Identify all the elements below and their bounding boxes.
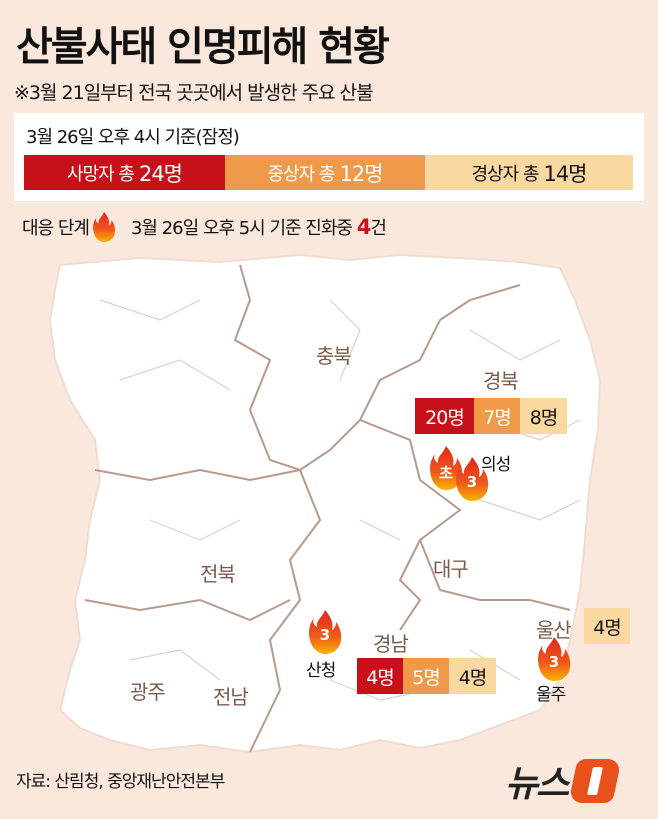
- flame-icon: [91, 212, 117, 242]
- minor-injury-bar: 경상자 총 14명: [425, 155, 633, 190]
- fire-place-label: 울주: [536, 685, 566, 705]
- region-label: 전북: [200, 562, 236, 586]
- subtitle: ※3월 21일부터 전국 곳곳에서 발생한 주요 산불: [14, 82, 374, 104]
- summary-basis: 3월 26일 오후 4시 기준(잠정): [26, 127, 240, 148]
- region-label: 대구: [433, 557, 469, 581]
- flame-icon: 3: [308, 610, 342, 654]
- minor-value: 14명: [543, 161, 587, 186]
- fire-place-label: 산청: [306, 661, 336, 681]
- status-text: 3월 26일 오후 5시 기준 진화중: [130, 218, 353, 239]
- fire-place-label: 의성: [481, 455, 511, 475]
- flame-icon: 초: [429, 446, 463, 490]
- summary-box: 3월 26일 오후 4시 기준(잠정) 사망자 총 24명 중상자 총 12명 경상…: [14, 113, 644, 201]
- deaths-value: 24명: [138, 161, 183, 186]
- region-label: 전남: [213, 685, 249, 709]
- gyeongbuk-serious-badge: 7명: [474, 398, 520, 434]
- fire-level: 3: [466, 473, 478, 491]
- fire-level: 3: [548, 653, 560, 671]
- gyeongbuk-minor-badge: 8명: [520, 398, 567, 434]
- ulsan-minor-badge: 4명: [584, 608, 630, 644]
- gyeongnam-deaths-badge: 4명: [357, 658, 403, 694]
- fire-level: 3: [319, 626, 331, 644]
- deaths-bar: 사망자 총 24명: [24, 155, 225, 190]
- flame-icon: 3: [455, 457, 489, 501]
- serious-label: 중상자 총: [267, 163, 335, 185]
- region-label: 경남: [373, 632, 409, 656]
- status-count: 4: [356, 215, 372, 239]
- fire-level: 초: [439, 464, 453, 482]
- minor-label: 경상자 총: [471, 163, 539, 185]
- status-label: 대응 단계: [22, 218, 90, 239]
- gyeongbuk-deaths-badge: 20명: [415, 398, 474, 434]
- flame-icon: 3: [537, 637, 571, 681]
- region-label: 광주: [130, 680, 166, 704]
- gyeongnam-serious-badge: 5명: [403, 658, 449, 694]
- serious-injury-bar: 중상자 총 12명: [225, 155, 425, 190]
- status-unit: 건: [370, 218, 387, 239]
- news1-logo: 뉴스: [505, 755, 622, 807]
- source-note: 자료: 산림청, 중앙재난안전본부: [16, 772, 225, 792]
- serious-value: 12명: [339, 161, 383, 186]
- region-label: 경북: [483, 369, 519, 393]
- deaths-label: 사망자 총: [66, 163, 135, 185]
- gyeongnam-minor-badge: 4명: [449, 658, 496, 694]
- page-title: 산불사태 인명피해 현황: [16, 24, 390, 70]
- korea-map: [48, 253, 602, 754]
- region-label: 충북: [316, 344, 352, 368]
